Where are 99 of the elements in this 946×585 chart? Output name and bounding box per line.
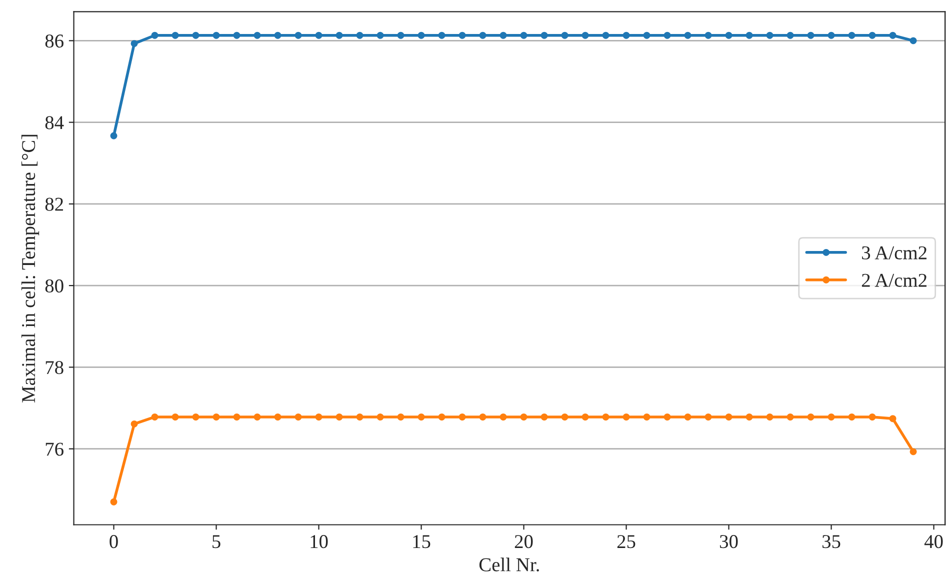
point [130,420,138,428]
x-tick-label: 0 [110,535,118,548]
point [233,414,240,420]
point [664,414,671,420]
point [376,414,384,420]
point [500,32,507,39]
point [582,414,589,420]
x-tick-label: 25 [617,535,636,548]
point [192,414,200,420]
point [458,414,466,420]
point [786,414,794,420]
point [110,498,118,506]
point [397,32,404,39]
point [418,32,425,39]
legend-label: 2 A/cm2 [862,274,926,287]
point [172,414,179,420]
point [889,415,896,422]
point [212,414,220,420]
point [438,414,446,420]
point [848,32,856,39]
point [561,414,568,420]
x-tick-label: 10 [310,535,328,548]
point [479,414,486,420]
point [582,32,589,39]
point [254,414,261,420]
point [233,32,240,39]
y-tick-label: 78 [46,361,64,374]
point [725,32,732,39]
y-tick-label: 82 [45,198,63,211]
point [418,414,425,420]
x-tick-label: 40 [924,535,943,548]
point [910,37,917,44]
legend-label: 3 A/cm2 [862,246,926,260]
y-tick-label: 76 [46,442,64,456]
point [848,414,856,420]
point [684,414,692,420]
point [172,32,179,39]
point [643,414,650,420]
point [807,32,814,39]
point [868,414,876,420]
point [807,414,814,420]
point [274,32,282,39]
point [889,32,896,39]
point [376,32,384,39]
point [766,414,774,420]
point [540,32,548,39]
point [151,414,158,420]
x-tick-label: 20 [514,535,533,548]
point [520,32,528,39]
point [684,32,692,39]
point [294,414,302,420]
point [254,32,261,39]
x-tick-label: 30 [720,535,738,548]
point [479,32,486,39]
point [356,32,364,39]
point [704,32,712,39]
point [212,32,220,39]
y-axis-title: Maximal in cell: Temperature [°C] [21,134,40,402]
point [110,132,118,140]
y-tick-label: 80 [45,279,64,293]
point [130,40,138,48]
point [520,414,528,420]
point [561,32,568,39]
point [192,32,200,39]
x-axis-title: Cell Nr. [479,558,539,572]
point [746,414,753,420]
x-tick-label: 35 [822,535,840,548]
y-tick-label: 86 [45,34,64,48]
x-tick-label: 15 [413,535,430,548]
point [622,32,630,39]
point [602,32,610,39]
point [704,414,712,420]
point [622,414,630,420]
x-tick-label: 5 [212,535,220,548]
point [438,32,446,39]
point [274,414,282,420]
point [315,32,322,39]
point [910,448,917,456]
point [458,32,466,39]
point [868,32,876,39]
point [664,32,671,39]
point [500,414,507,420]
point [643,32,650,39]
point [294,32,302,39]
point [540,414,548,420]
point [315,414,322,420]
point [828,32,835,39]
point [766,32,774,39]
point [725,414,732,420]
point [828,414,835,420]
point [602,414,610,420]
point [356,414,364,420]
point [336,414,343,420]
point [746,32,753,39]
point [786,32,794,39]
point [397,414,404,420]
y-tick-label: 84 [45,116,64,130]
point [151,32,158,39]
point [336,32,343,39]
